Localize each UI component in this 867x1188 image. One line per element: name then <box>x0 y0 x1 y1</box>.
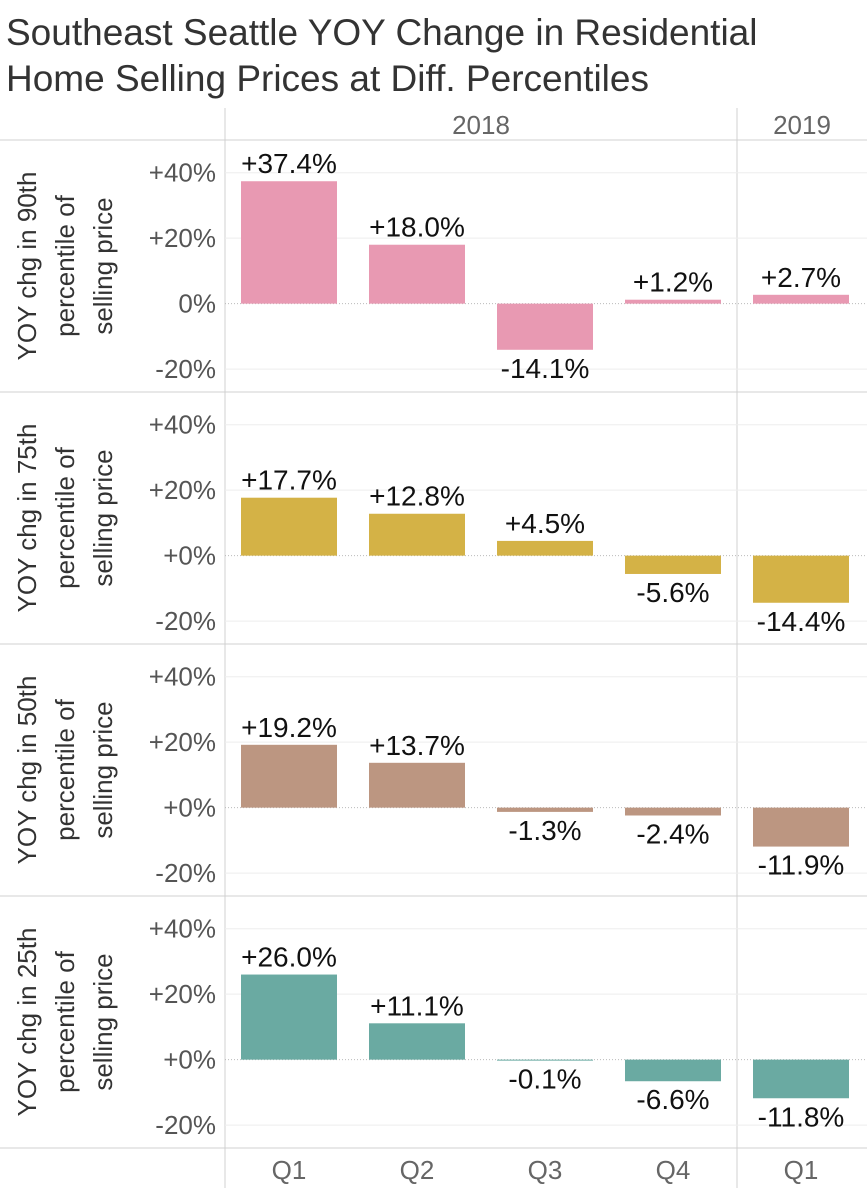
y-tick-label: +0% <box>163 793 216 823</box>
y-tick-label: -20% <box>155 1110 216 1140</box>
data-label: +18.0% <box>369 212 465 243</box>
y-tick-label: +0% <box>163 1045 216 1075</box>
bar <box>369 1023 465 1060</box>
bar <box>369 244 465 304</box>
x-tick-label: Q1 <box>784 1155 819 1185</box>
y-tick-label: +0% <box>163 541 216 571</box>
y-tick-label: +40% <box>149 410 216 440</box>
bar <box>753 807 849 847</box>
bar <box>497 303 593 350</box>
y-tick-label: +40% <box>149 662 216 692</box>
data-label: +37.4% <box>241 148 337 179</box>
bar <box>625 807 721 816</box>
chart-title-line-2: Home Selling Prices at Diff. Percentiles <box>6 58 649 99</box>
y-axis-title-line: percentile of <box>50 446 80 588</box>
data-label: +4.5% <box>505 508 585 539</box>
bar <box>625 299 721 304</box>
x-tick-label: Q2 <box>400 1155 435 1185</box>
bar <box>625 555 721 574</box>
data-label: +19.2% <box>241 712 337 743</box>
y-tick-label: +20% <box>149 223 216 253</box>
data-label: -0.1% <box>508 1064 581 1095</box>
year-label-2018: 2018 <box>452 110 510 140</box>
bar <box>625 1059 721 1082</box>
y-tick-label: +40% <box>149 158 216 188</box>
bar <box>369 513 465 556</box>
data-label: +13.7% <box>369 730 465 761</box>
data-label: -11.9% <box>758 850 845 881</box>
bar <box>497 540 593 556</box>
y-axis-title-line: selling price <box>88 197 118 334</box>
y-tick-label: +20% <box>149 727 216 757</box>
data-label: -2.4% <box>636 818 709 849</box>
y-tick-label: -20% <box>155 858 216 888</box>
bar <box>753 555 849 603</box>
bar <box>241 974 337 1060</box>
y-axis-title-line: YOY chg in 75th <box>12 424 42 613</box>
data-label: +26.0% <box>241 942 337 973</box>
year-label-2019: 2019 <box>773 110 831 140</box>
bar <box>753 1059 849 1099</box>
bar <box>369 762 465 808</box>
bar <box>241 497 337 556</box>
data-label: -6.6% <box>636 1084 709 1115</box>
data-label: -14.4% <box>757 606 846 637</box>
y-axis-title-line: selling price <box>88 953 118 1090</box>
data-label: -14.1% <box>501 353 590 384</box>
y-axis-title-line: percentile of <box>50 194 80 336</box>
data-label: +17.7% <box>241 465 337 496</box>
y-axis-title-line: percentile of <box>50 950 80 1092</box>
x-tick-label: Q1 <box>272 1155 307 1185</box>
bar <box>241 744 337 808</box>
y-axis-title-line: YOY chg in 90th <box>12 172 42 361</box>
y-tick-label: +40% <box>149 914 216 944</box>
bar <box>241 181 337 304</box>
data-label: -1.3% <box>508 815 581 846</box>
y-tick-label: 0% <box>178 289 216 319</box>
y-tick-label: +20% <box>149 979 216 1009</box>
x-tick-label: Q4 <box>656 1155 691 1185</box>
y-tick-label: -20% <box>155 606 216 636</box>
data-label: +11.1% <box>370 990 464 1021</box>
y-tick-label: +20% <box>149 475 216 505</box>
bar <box>497 1059 593 1061</box>
bar <box>497 807 593 812</box>
y-axis-title-line: selling price <box>88 701 118 838</box>
data-label: +12.8% <box>369 481 465 512</box>
x-tick-label: Q3 <box>528 1155 563 1185</box>
y-axis-title-line: percentile of <box>50 698 80 840</box>
data-label: +1.2% <box>633 267 713 298</box>
data-label: +2.7% <box>761 262 841 293</box>
y-axis-title-line: selling price <box>88 449 118 586</box>
data-label: -11.8% <box>758 1101 845 1132</box>
chart-title-line-1: Southeast Seattle YOY Change in Resident… <box>6 12 758 53</box>
y-axis-title-line: YOY chg in 25th <box>12 928 42 1117</box>
y-tick-label: -20% <box>155 354 216 384</box>
y-axis-title-line: YOY chg in 50th <box>12 676 42 865</box>
bar <box>753 294 849 304</box>
data-label: -5.6% <box>636 577 709 608</box>
